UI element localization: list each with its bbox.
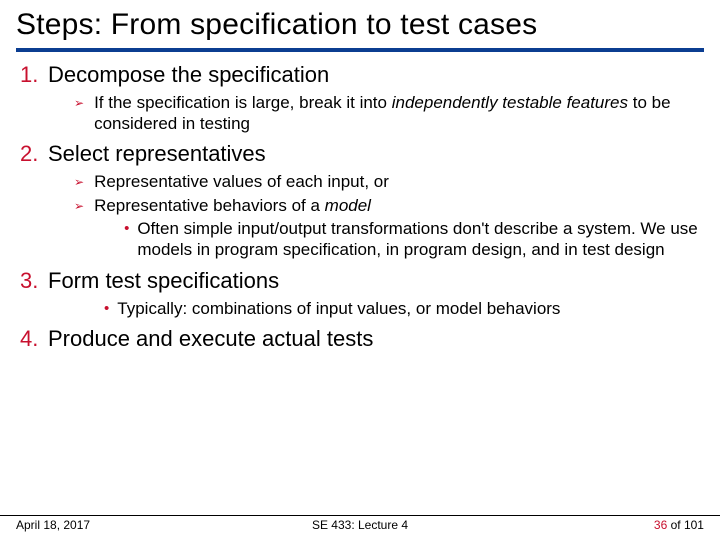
slide: Steps: From specification to test cases … [0,0,720,540]
dot-list: • Often simple input/output transformati… [94,218,698,261]
step-head: 1. Decompose the specification [20,62,698,88]
step-title-text: Decompose the specification [48,62,329,88]
page-current: 36 [654,518,667,532]
list-item: ➢ Representative values of each input, o… [74,171,698,193]
step-2: 2. Select representatives ➢ Representati… [20,141,698,263]
step-1-sublist: ➢ If the specification is large, break i… [20,92,698,135]
step-head: 3. Form test specifications [20,268,698,294]
step-head: 2. Select representatives [20,141,698,167]
step-3: 3. Form test specifications • Typically:… [20,268,698,320]
dot-list: • Typically: combinations of input value… [20,298,698,320]
italic-text: independently testable features [392,93,628,112]
step-1: 1. Decompose the specification ➢ If the … [20,62,698,135]
sub-text: Representative values of each input, or [94,171,389,193]
step-title-text: Select representatives [48,141,266,167]
sub-text: If the specification is large, break it … [94,92,698,135]
arrow-bullet-icon: ➢ [74,195,84,263]
dot-bullet-icon: • [104,298,109,320]
footer-inner: April 18, 2017 SE 433: Lecture 4 36 of 1… [16,516,704,532]
step-title-text: Form test specifications [48,268,279,294]
list-item: ➢ If the specification is large, break i… [74,92,698,135]
list-item: • Often simple input/output transformati… [124,218,698,261]
text-run: If the specification is large, break it … [94,93,392,112]
footer-course: SE 433: Lecture 4 [245,518,474,532]
step-number: 1. [20,62,42,88]
step-4: 4. Produce and execute actual tests [20,326,698,352]
text-run: Representative values of each input, or [94,172,389,191]
step-title-text: Produce and execute actual tests [48,326,373,352]
page-sep: of [667,518,684,532]
page-total: 101 [684,518,704,532]
slide-footer: April 18, 2017 SE 433: Lecture 4 36 of 1… [0,515,720,532]
step-number: 3. [20,268,42,294]
sub-text: Representative behaviors of a model • Of… [94,195,698,263]
dot-bullet-icon: • [124,218,129,261]
arrow-bullet-icon: ➢ [74,171,84,193]
footer-date: April 18, 2017 [16,518,245,532]
step-number: 2. [20,141,42,167]
slide-content: 1. Decompose the specification ➢ If the … [16,62,704,352]
slide-title: Steps: From specification to test cases [16,8,704,52]
dot-text: Often simple input/output transformation… [137,218,698,261]
italic-text: model [325,196,371,215]
list-item: • Typically: combinations of input value… [104,298,698,320]
step-2-sublist: ➢ Representative values of each input, o… [20,171,698,263]
arrow-bullet-icon: ➢ [74,92,84,135]
dot-text: Typically: combinations of input values,… [117,298,560,320]
text-run: Representative behaviors of a [94,196,325,215]
footer-page: 36 of 101 [475,518,704,532]
step-head: 4. Produce and execute actual tests [20,326,698,352]
list-item: ➢ Representative behaviors of a model • … [74,195,698,263]
step-number: 4. [20,326,42,352]
